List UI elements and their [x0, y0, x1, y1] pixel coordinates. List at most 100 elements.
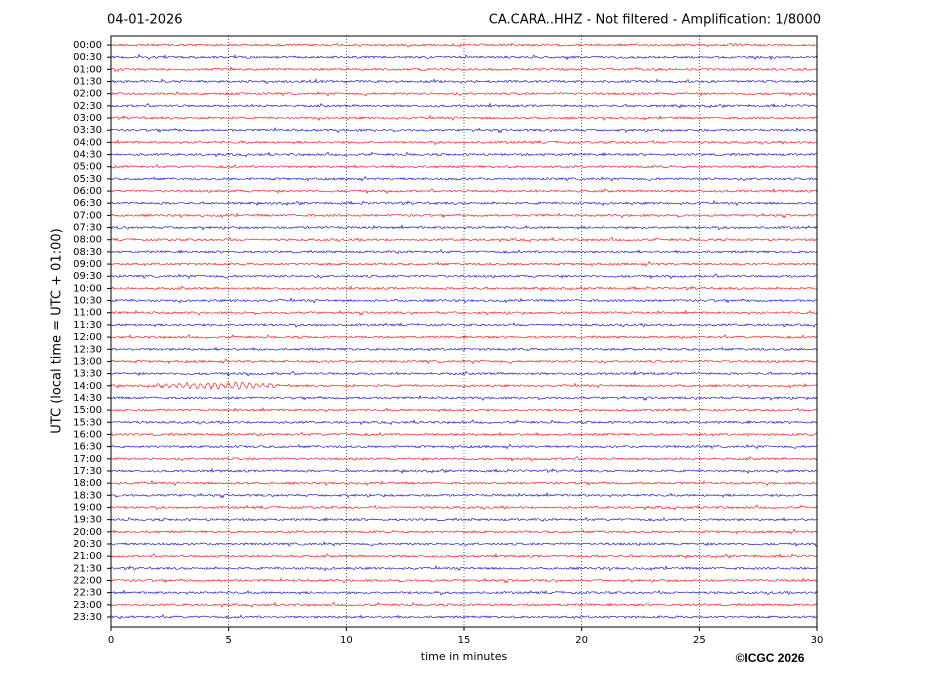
- x-tick-label: 10: [340, 635, 353, 646]
- y-tick-label: 02:00: [73, 89, 102, 100]
- trace: [110, 78, 818, 85]
- trace: [110, 199, 818, 207]
- trace: [110, 163, 818, 169]
- y-tick-label: 03:00: [73, 113, 102, 124]
- trace: [110, 236, 818, 243]
- y-tick-label: 10:00: [73, 283, 102, 294]
- trace: [110, 601, 818, 608]
- x-tick-label: 5: [225, 635, 231, 646]
- y-tick-label: 04:30: [73, 150, 102, 161]
- y-tick-label: 23:30: [73, 612, 102, 623]
- trace: [110, 297, 818, 304]
- y-tick-label: 05:00: [73, 162, 102, 173]
- trace: [110, 406, 818, 413]
- y-tick-label: 00:30: [73, 52, 102, 63]
- y-tick-label: 19:30: [73, 515, 102, 526]
- y-tick-label: 08:30: [73, 247, 102, 258]
- y-tick-label: 11:30: [73, 320, 102, 331]
- y-tick-label: 22:30: [73, 588, 102, 599]
- trace: [110, 467, 818, 474]
- x-tick-label: 20: [575, 635, 588, 646]
- y-tick-label: 04:00: [73, 137, 102, 148]
- y-tick-label: 05:30: [73, 174, 102, 185]
- y-tick-label: 01:30: [73, 77, 102, 88]
- y-tick-label: 15:00: [73, 405, 102, 416]
- trace: [110, 455, 818, 462]
- trace: [110, 358, 818, 365]
- trace: [110, 175, 818, 182]
- trace: [110, 66, 818, 73]
- trace: [110, 127, 818, 134]
- trace: [110, 516, 818, 522]
- y-tick-label: 09:00: [73, 259, 102, 270]
- trace: [110, 431, 818, 437]
- y-tick-label: 14:00: [73, 381, 102, 392]
- y-tick-label: 18:00: [73, 478, 102, 489]
- y-tick-label: 01:00: [73, 64, 102, 75]
- x-tick-label: 15: [458, 635, 471, 646]
- y-tick-label: 15:30: [73, 417, 102, 428]
- y-tick-label: 21:30: [73, 563, 102, 574]
- y-tick-label: 11:00: [73, 308, 102, 319]
- trace: [110, 322, 818, 328]
- trace: [110, 381, 818, 391]
- trace: [110, 589, 818, 596]
- y-tick-label: 21:00: [73, 551, 102, 562]
- trace: [110, 261, 818, 267]
- trace: [110, 370, 818, 377]
- y-tick-label: 20:00: [73, 527, 102, 538]
- trace: [110, 614, 818, 620]
- trace: [110, 577, 818, 584]
- y-tick-label: 19:00: [73, 502, 102, 513]
- trace: [110, 114, 818, 122]
- trace: [110, 443, 818, 450]
- y-tick-label: 10:30: [73, 296, 102, 307]
- y-tick-label: 00:00: [73, 40, 102, 51]
- trace: [110, 187, 818, 194]
- trace: [110, 419, 818, 426]
- y-tick-label: 06:30: [73, 198, 102, 209]
- y-tick-label: 20:30: [73, 539, 102, 550]
- x-tick-label: 0: [108, 635, 114, 646]
- x-tick-label: 25: [693, 635, 706, 646]
- y-tick-label: 07:00: [73, 210, 102, 221]
- trace: [110, 334, 818, 340]
- y-tick-label: 17:00: [73, 454, 102, 465]
- trace: [110, 528, 818, 535]
- trace: [110, 212, 818, 219]
- trace: [110, 91, 818, 97]
- y-tick-label: 12:30: [73, 344, 102, 355]
- trace: [110, 565, 818, 572]
- y-tick-label: 16:00: [73, 429, 102, 440]
- x-tick-label: 30: [811, 635, 824, 646]
- trace: [110, 249, 818, 255]
- y-axis-label: UTC (local time = UTC + 01:00): [50, 228, 65, 433]
- y-tick-label: 22:00: [73, 575, 102, 586]
- trace: [110, 346, 818, 352]
- y-tick-label: 09:30: [73, 271, 102, 282]
- y-tick-label: 02:30: [73, 101, 102, 112]
- y-tick-label: 12:00: [73, 332, 102, 343]
- chart-date: 04-01-2026: [107, 13, 183, 28]
- trace: [110, 479, 818, 487]
- trace: [110, 492, 818, 499]
- trace: [110, 504, 818, 511]
- trace: [110, 285, 818, 292]
- y-tick-label: 18:30: [73, 490, 102, 501]
- trace: [110, 54, 818, 61]
- y-tick-label: 03:30: [73, 125, 102, 136]
- y-tick-label: 17:30: [73, 466, 102, 477]
- trace: [110, 273, 818, 280]
- y-tick-label: 06:00: [73, 186, 102, 197]
- x-axis-label: time in minutes: [421, 650, 508, 663]
- trace: [110, 42, 818, 48]
- chart-title: CA.CARA..HHZ - Not filtered - Amplificat…: [489, 13, 821, 28]
- y-tick-label: 13:30: [73, 369, 102, 380]
- trace: [110, 394, 818, 401]
- trace: [110, 224, 818, 231]
- trace: [110, 541, 818, 547]
- trace: [110, 102, 818, 109]
- trace: [110, 309, 818, 316]
- y-tick-label: 08:00: [73, 235, 102, 246]
